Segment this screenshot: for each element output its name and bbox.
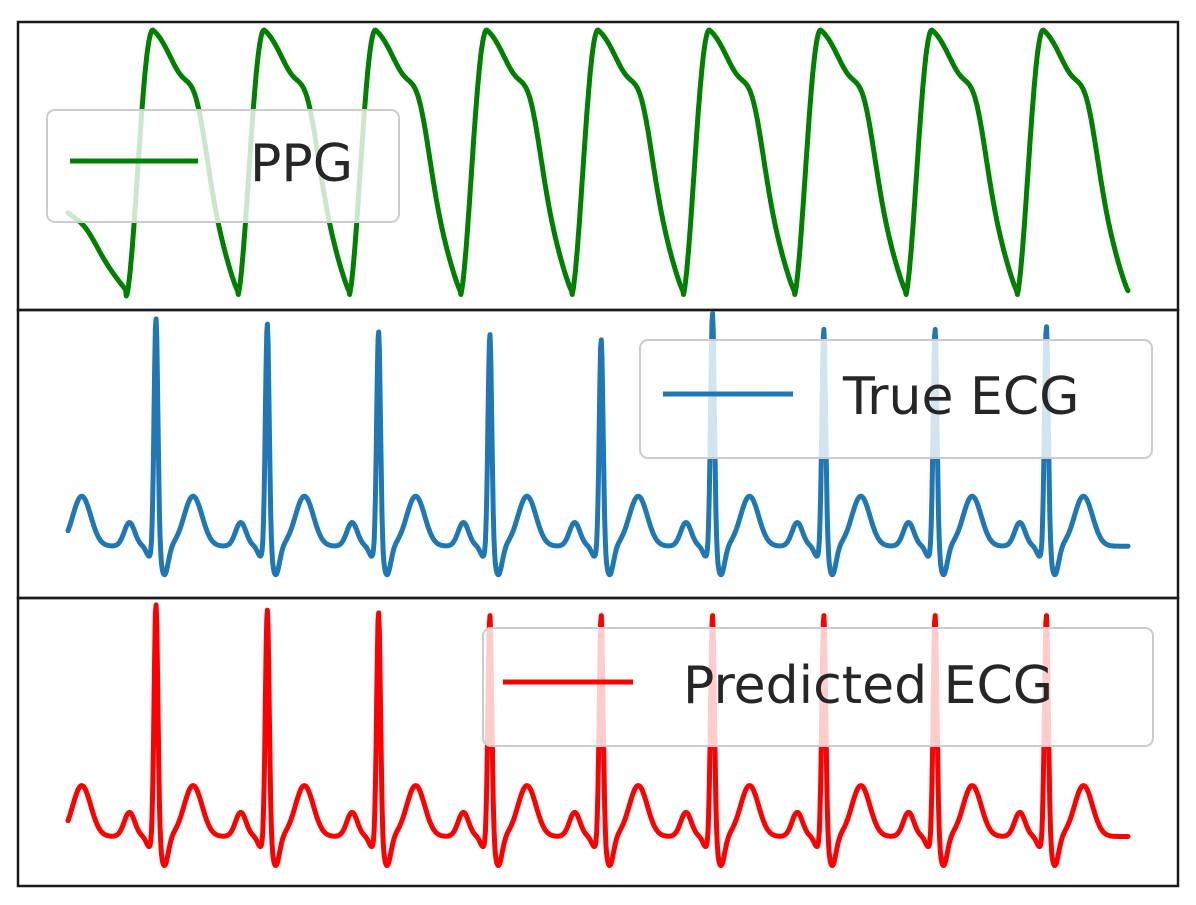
ppg-legend-box bbox=[46, 109, 400, 223]
ppg-legend: PPG bbox=[46, 109, 400, 223]
predicted-ecg-panel: Predicted ECG bbox=[16, 596, 1180, 888]
true-ecg-signal-line bbox=[65, 311, 1131, 578]
predicted-ecg-signal-line bbox=[65, 602, 1131, 868]
predicted-ecg-axes-frame bbox=[16, 596, 1180, 888]
predicted-ecg-legend: Predicted ECG bbox=[482, 627, 1154, 747]
ppg-panel: PPG bbox=[16, 20, 1180, 312]
predicted-ecg-legend-label: Predicted ECG bbox=[683, 656, 1053, 716]
ppg-signal-line bbox=[65, 27, 1131, 299]
predicted-ecg-legend-box bbox=[482, 627, 1154, 747]
ppg-legend-label: PPG bbox=[250, 134, 353, 194]
true-ecg-legend-label: True ECG bbox=[842, 367, 1079, 427]
true-ecg-legend-box bbox=[639, 339, 1153, 459]
true-ecg-legend: True ECG bbox=[639, 339, 1153, 459]
true-ecg-panel: True ECG bbox=[16, 308, 1180, 600]
